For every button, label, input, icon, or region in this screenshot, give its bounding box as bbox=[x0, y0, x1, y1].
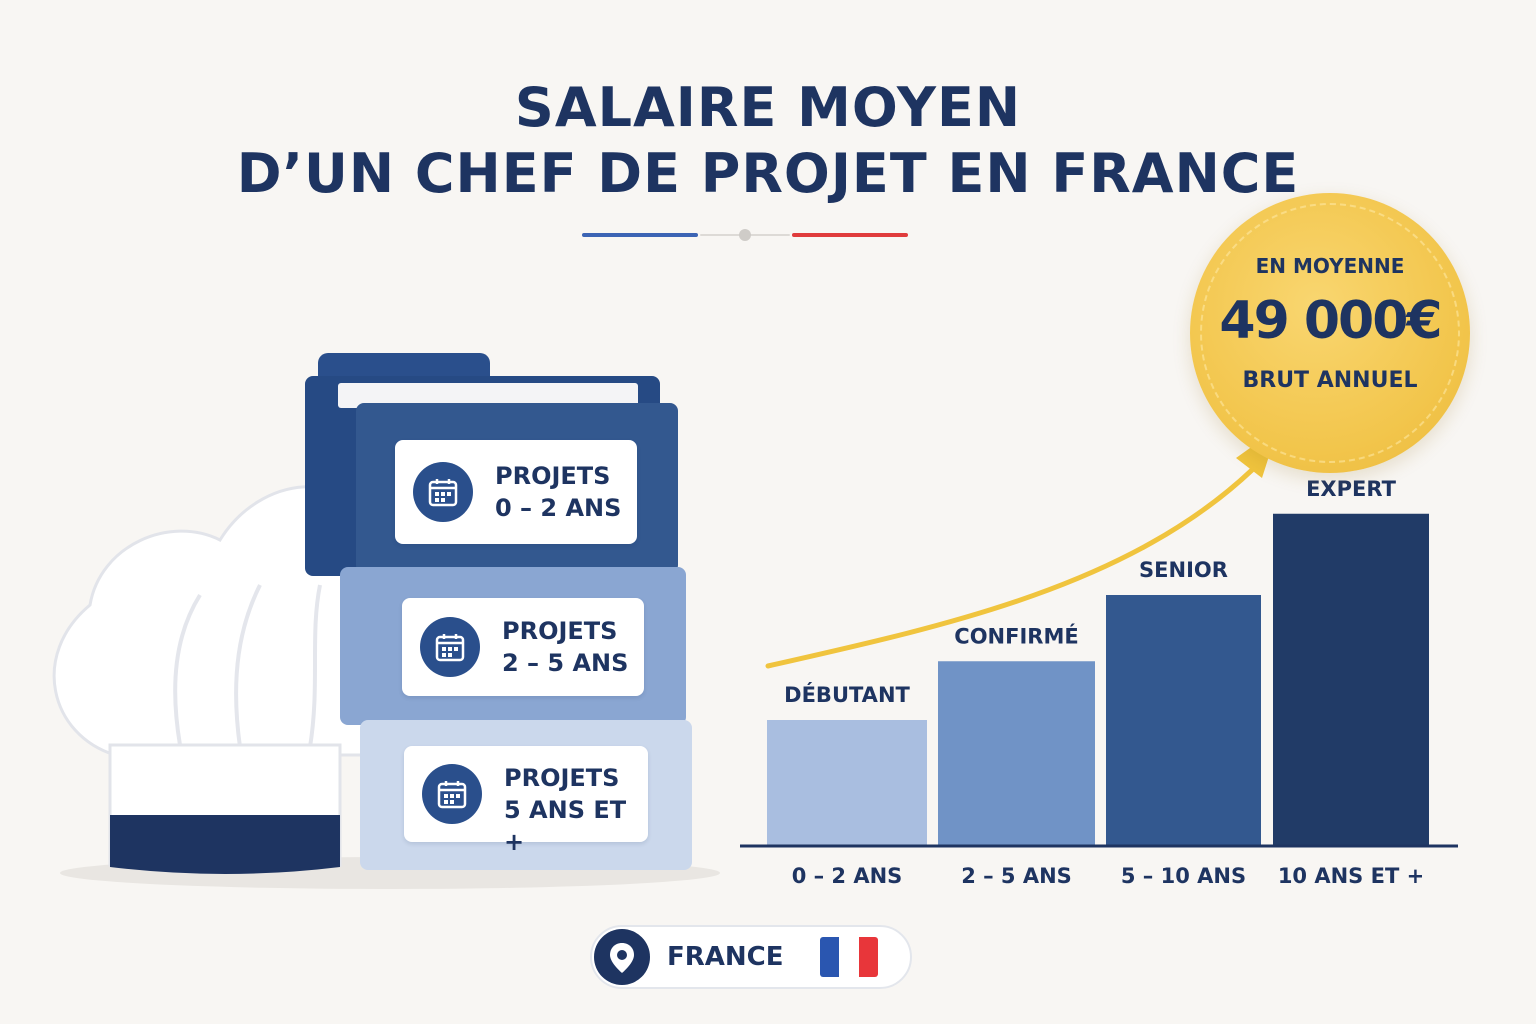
x-tick-label-3: 5 – 10 ANS bbox=[1121, 864, 1246, 888]
bar-label-4: EXPERT bbox=[1306, 477, 1396, 501]
flag-stripe-blue bbox=[820, 937, 840, 977]
folder-card-2-line-1: PROJETS bbox=[502, 617, 618, 645]
location-pill: FRANCE bbox=[590, 925, 912, 989]
x-tick-label-1: 0 – 2 ANS bbox=[792, 864, 903, 888]
page-title-line-2: D’UN CHEF DE PROJET EN FRANCE bbox=[236, 142, 1300, 205]
calendar-icon bbox=[420, 617, 480, 677]
location-label: FRANCE bbox=[667, 942, 784, 972]
bar-2 bbox=[938, 661, 1095, 845]
badge-caption-top: EN MOYENNE bbox=[1255, 254, 1405, 278]
average-salary-badge: EN MOYENNE 49 000€ BRUT ANNUEL bbox=[1190, 193, 1470, 473]
france-flag-icon bbox=[820, 937, 878, 977]
folder-card-2-line-2: 2 – 5 ANS bbox=[502, 649, 629, 677]
bar-1 bbox=[767, 720, 927, 845]
folder-card-1: PROJETS 0 – 2 ANS bbox=[395, 440, 637, 544]
divider-red-segment bbox=[792, 233, 908, 237]
page-title-line-1: SALAIRE MOYEN bbox=[514, 76, 1022, 139]
folder-card-1-line-2: 0 – 2 ANS bbox=[495, 494, 622, 522]
bar-label-3: SENIOR bbox=[1139, 558, 1228, 582]
bar-4 bbox=[1273, 513, 1429, 845]
calendar-icon bbox=[422, 764, 482, 824]
folder-card-3-line-1: PROJETS bbox=[504, 764, 620, 792]
badge-value: 49 000€ bbox=[1219, 291, 1442, 351]
folder-card-1-line-1: PROJETS bbox=[495, 462, 611, 490]
location-pin-icon bbox=[594, 929, 650, 985]
folder-card-2: PROJETS 2 – 5 ANS bbox=[402, 598, 644, 696]
badge-caption-bottom: BRUT ANNUEL bbox=[1242, 368, 1418, 393]
bar-label-1: DÉBUTANT bbox=[784, 682, 910, 707]
x-tick-label-2: 2 – 5 ANS bbox=[961, 864, 1072, 888]
divider-blue-segment bbox=[582, 233, 698, 237]
folder-card-3-line-2: 5 ANS ET + bbox=[504, 796, 627, 856]
calendar-icon bbox=[413, 462, 473, 522]
folder-card-3: PROJETS 5 ANS ET + bbox=[404, 746, 648, 856]
bar-label-2: CONFIRMÉ bbox=[954, 623, 1078, 648]
bar-3 bbox=[1106, 595, 1261, 845]
x-tick-label-4: 10 ANS ET + bbox=[1278, 864, 1424, 888]
badge-ring bbox=[1200, 203, 1460, 463]
trend-arrow-line bbox=[765, 467, 1255, 669]
flag-stripe-white bbox=[839, 937, 859, 977]
flag-stripe-red bbox=[858, 937, 878, 977]
divider-dot bbox=[739, 229, 751, 241]
